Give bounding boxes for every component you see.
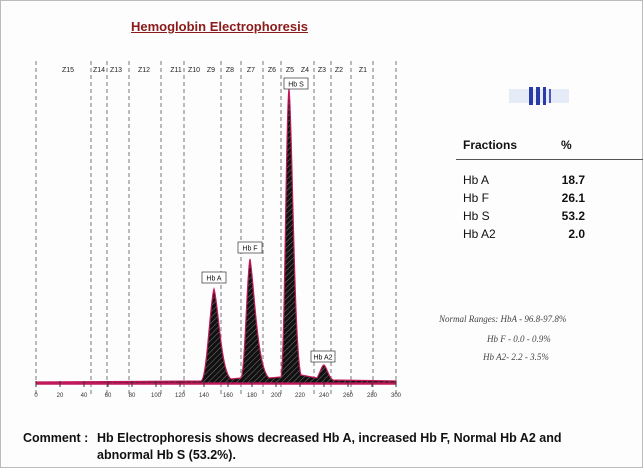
zone-label: Z13 [110,67,122,74]
zone-label: Z14 [93,67,105,74]
table-value: 18.7 [562,173,585,187]
normal-range: Hb F - 0.0 - 0.9% [487,334,551,344]
zone-label: Z7 [247,67,255,74]
tick-label: 140 [199,393,210,399]
tick-label: 160 [223,393,234,399]
comment-label: Comment : [23,431,88,445]
zone-label: Z3 [318,67,326,74]
table-fraction: Hb A2 [463,227,496,241]
peak-label: Hb A [206,276,222,283]
tick-label: 200 [271,393,282,399]
zone-label: Z8 [226,67,234,74]
trace [36,89,396,383]
table-fraction: Hb F [463,191,489,205]
zone-label: Z1 [359,67,367,74]
table-value: 26.1 [562,191,585,205]
table-header: Fractions [463,138,517,152]
tick-label: 60 [105,393,112,399]
zone-label: Z5 [286,67,294,74]
peak-label: Hb S [288,82,304,89]
tick-label: 260 [343,393,354,399]
tick-label: 180 [247,393,258,399]
zone-label: Z12 [138,67,150,74]
zone-label: Z15 [62,67,74,74]
report: Hemoglobin Electrophoresis Z15Z14Z13Z12Z… [0,0,643,468]
normal-range: Normal Ranges: HbA - 96.8-97.8% [439,314,566,324]
comment-text: Hb Electrophoresis shows decreased Hb A,… [97,431,561,445]
table-value: 53.2 [562,209,585,223]
comment-text: abnormal Hb S (53.2%). [97,448,236,462]
zone-label: Z6 [268,67,276,74]
tick-label: 20 [57,393,64,399]
tick-label: 0 [34,393,38,399]
tick-label: 40 [81,393,88,399]
table-rule [456,159,643,160]
table-header: % [561,138,572,152]
tick-label: 120 [175,393,186,399]
table-fraction: Hb S [463,209,490,223]
tick-label: 300 [391,393,402,399]
tick-label: 280 [367,393,378,399]
normal-range: Hb A2- 2.2 - 3.5% [483,352,549,362]
zone-label: Z9 [207,67,215,74]
zone-label: Z11 [170,67,182,74]
table-value: 2.0 [568,227,585,241]
electropherogram: Z15 Z14 Z13 Z12 Z11 Z10 Z9 Z8 Z7 Z6 Z5 Z4 Z3 Z2 Z1 0 20… [1,1,421,411]
tick-label: 80 [129,393,136,399]
zone-label: Z2 [335,67,343,74]
peak-label: Hb F [242,246,257,253]
zone-label: Z4 [301,67,309,74]
band-image [509,81,569,111]
zone-label: Z10 [188,67,200,74]
peak-label: Hb A2 [313,355,332,362]
tick-label: 240 [319,393,330,399]
table-fraction: Hb A [463,173,489,187]
tick-label: 100 [151,393,162,399]
tick-label: 220 [295,393,306,399]
